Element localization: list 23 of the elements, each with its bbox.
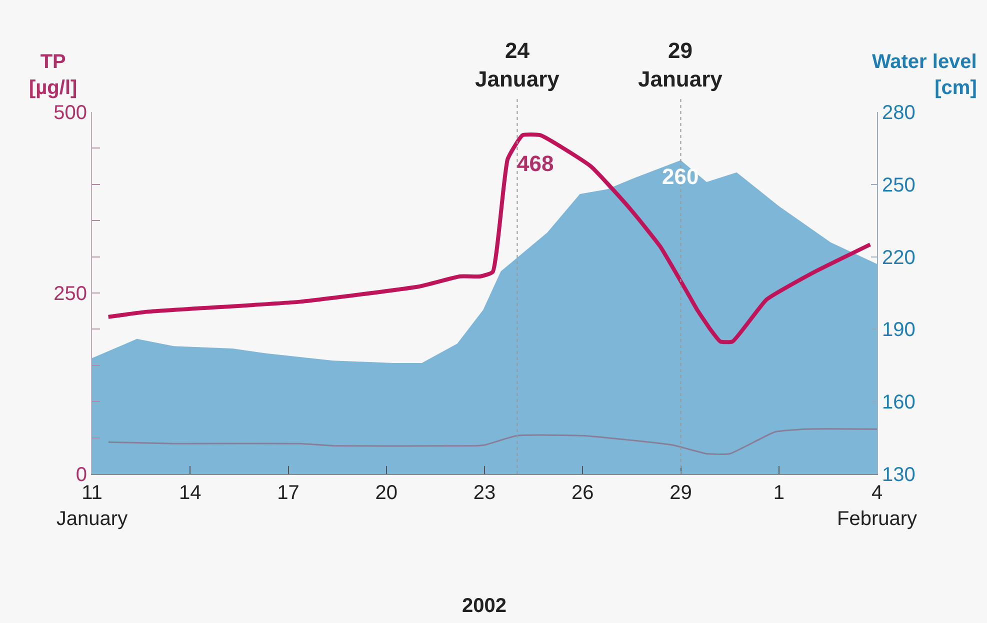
x-tick-label: 29 — [670, 482, 692, 504]
x-tick-label: 23 — [473, 482, 496, 504]
y2-tick-label: 190 — [882, 319, 916, 342]
annotation: 468 — [517, 151, 554, 176]
y2-tick-label: 280 — [882, 102, 916, 124]
y2-tick-label: 250 — [882, 174, 916, 196]
ref-line-label: 29 January — [638, 38, 724, 92]
line-series — [108, 428, 877, 455]
line-series — [106, 132, 872, 344]
y2-tick-label: 160 — [882, 392, 916, 414]
x-tick-label: 20 — [375, 482, 398, 504]
y2-tick-label: 220 — [882, 246, 916, 269]
x-tick-label: 14 — [179, 482, 202, 504]
x-tick-label: 1 — [773, 482, 784, 504]
x-axis-title: 2002 — [462, 595, 506, 617]
x-tick-label: 26 — [572, 482, 594, 504]
y-axis-title: TP [µg/l] — [29, 51, 78, 99]
y2-axis-title: Water level [cm] — [872, 51, 977, 99]
x-tick-label: 17 — [277, 482, 300, 504]
annotation: 260 — [662, 164, 699, 189]
ref-line-label: 24 January — [475, 38, 560, 92]
y-tick-label: 500 — [54, 102, 87, 124]
y-tick-label: 250 — [54, 283, 87, 305]
